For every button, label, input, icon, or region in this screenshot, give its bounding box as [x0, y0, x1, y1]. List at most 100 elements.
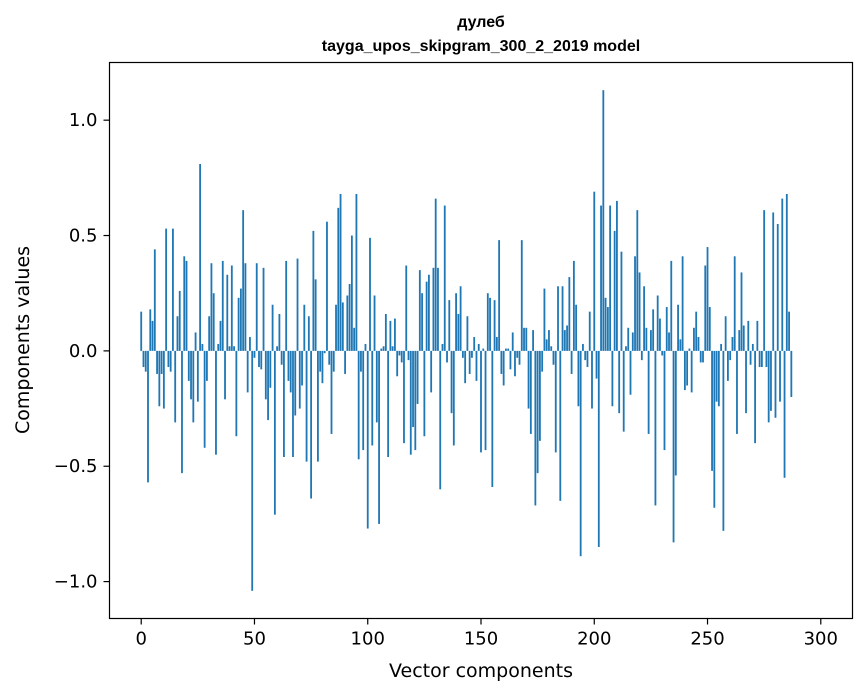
- y-tick-label: 1.0: [69, 110, 98, 131]
- bar: [471, 350, 473, 358]
- bar: [151, 320, 154, 351]
- bar: [371, 350, 374, 446]
- bar: [455, 293, 457, 351]
- bar: [414, 350, 417, 451]
- y-tick-label: 0.5: [69, 226, 98, 247]
- bar: [326, 221, 328, 351]
- bar: [763, 210, 766, 351]
- bar: [330, 350, 333, 434]
- bar: [509, 350, 512, 370]
- bar: [550, 346, 553, 351]
- bar: [317, 350, 319, 462]
- bar: [273, 350, 276, 515]
- bar: [165, 228, 168, 351]
- bar: [711, 350, 713, 471]
- bar: [423, 350, 426, 437]
- bar: [280, 350, 283, 365]
- bar: [194, 332, 197, 351]
- bar: [185, 260, 188, 351]
- bar: [187, 350, 190, 381]
- bar: [307, 316, 310, 351]
- bar: [310, 350, 313, 499]
- bar: [400, 350, 403, 363]
- bar: [144, 350, 147, 372]
- x-tick-label: 100: [351, 629, 385, 650]
- bar: [262, 267, 265, 351]
- bar: [747, 320, 750, 351]
- bar: [538, 350, 541, 441]
- bar: [729, 350, 732, 361]
- bar: [482, 348, 485, 351]
- bar: [255, 263, 258, 351]
- bar: [242, 210, 245, 351]
- bar: [468, 350, 471, 374]
- bar: [570, 350, 573, 374]
- bar: [688, 348, 691, 351]
- bar: [332, 350, 335, 372]
- bar: [346, 295, 349, 351]
- bar: [219, 320, 222, 351]
- bar: [783, 350, 786, 478]
- bar: [321, 350, 324, 384]
- bar: [514, 350, 516, 377]
- bar: [172, 228, 174, 351]
- bar: [230, 265, 233, 351]
- bar: [278, 313, 281, 351]
- bar: [457, 313, 460, 351]
- bar: [677, 304, 679, 351]
- bar: [394, 318, 396, 351]
- y-axis-label: Components values: [12, 246, 34, 434]
- bar: [529, 350, 532, 434]
- bar: [534, 350, 537, 506]
- bar: [149, 309, 152, 351]
- bar: [717, 350, 720, 407]
- bar: [260, 350, 263, 370]
- bar: [699, 350, 702, 363]
- bar: [178, 290, 181, 351]
- bar: [473, 337, 476, 351]
- bar: [249, 337, 251, 351]
- bar: [602, 90, 605, 351]
- bar: [441, 343, 444, 351]
- bar: [294, 350, 297, 416]
- bar: [355, 194, 358, 351]
- bar: [206, 350, 208, 381]
- bar: [502, 350, 505, 386]
- bar: [575, 304, 578, 351]
- bar: [704, 265, 707, 351]
- bar: [405, 265, 408, 351]
- bar: [636, 210, 639, 351]
- bar: [319, 350, 322, 372]
- bar: [339, 194, 342, 351]
- bar: [258, 350, 260, 368]
- bar: [527, 350, 530, 409]
- bar: [287, 350, 290, 381]
- bar: [251, 350, 254, 591]
- bar: [335, 304, 337, 351]
- bar: [656, 295, 659, 351]
- bar: [736, 350, 738, 434]
- bar: [199, 164, 202, 351]
- bar: [679, 339, 682, 351]
- bar: [221, 260, 224, 351]
- bar: [618, 350, 621, 414]
- bar: [672, 350, 675, 543]
- bar: [448, 300, 451, 351]
- bar: [779, 350, 781, 402]
- bar: [523, 327, 525, 351]
- bar: [781, 198, 784, 351]
- bar: [140, 311, 143, 351]
- bar: [344, 350, 346, 374]
- bar: [584, 350, 587, 361]
- bar: [683, 350, 686, 391]
- bar: [366, 350, 369, 529]
- bar: [360, 350, 362, 372]
- bar: [511, 332, 514, 351]
- bar: [686, 350, 689, 386]
- bar: [543, 288, 546, 351]
- bar: [532, 330, 534, 351]
- bar: [224, 350, 226, 400]
- bar: [450, 350, 453, 414]
- bar: [772, 212, 775, 351]
